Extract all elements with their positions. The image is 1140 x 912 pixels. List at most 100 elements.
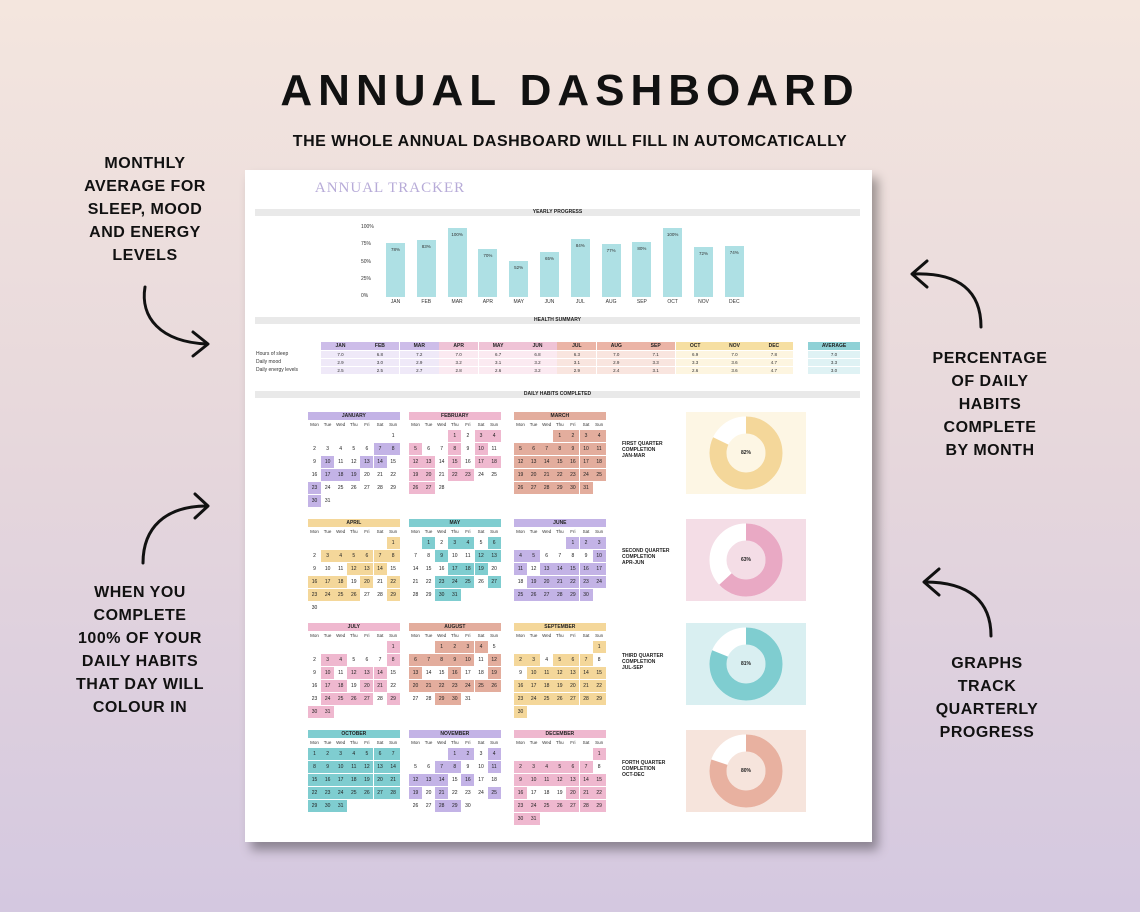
calendar-day: 7 xyxy=(579,761,593,773)
calendar-day: 6 xyxy=(373,748,387,760)
yearly-progress-band: YEARLY PROGRESS xyxy=(255,209,860,216)
calendar-day: 12 xyxy=(514,456,527,468)
calendar-day: 8 xyxy=(435,654,449,666)
calendar-day: 16 xyxy=(448,667,462,679)
weekday-label: Sun xyxy=(490,740,499,745)
calendar-day: 10 xyxy=(334,761,348,773)
summary-cell: 7.0 xyxy=(321,351,360,358)
calendar-day: 7 xyxy=(440,446,444,452)
calendar-day: 28 xyxy=(435,800,449,812)
calendar-day: 22 xyxy=(386,576,400,588)
calendar-day: 13 xyxy=(487,550,501,562)
weekday-label: Sun xyxy=(595,633,604,638)
summary-cell: 3.1 xyxy=(478,359,518,366)
calendar-day: 30 xyxy=(465,803,471,809)
bar xyxy=(724,245,744,297)
donut-percent-label: 81% xyxy=(740,661,751,667)
note-line: AVERAGE FOR xyxy=(84,178,206,195)
calendar-day: 4 xyxy=(347,748,361,760)
weekday-label: Fri xyxy=(570,633,576,638)
calendar-day: 21 xyxy=(438,472,445,478)
calendar-day: 3 xyxy=(448,537,462,549)
calendar-day: 22 xyxy=(308,787,321,799)
calendar-day: 16 xyxy=(579,563,593,575)
q-line: FIRST QUARTER xyxy=(622,441,663,447)
summary-cell: 7.8 xyxy=(754,351,794,358)
calendar-day: 27 xyxy=(422,482,436,494)
weekday-label: Sun xyxy=(389,422,398,427)
summary-cell: 2.5 xyxy=(360,367,400,374)
note-line: MONTHLY xyxy=(104,155,186,172)
calendar-day: 9 xyxy=(321,761,335,773)
calendar-day: 1 xyxy=(592,748,606,760)
calendar-day: 13 xyxy=(566,774,580,786)
weekday-label: Tue xyxy=(323,740,332,745)
calendar-day: 19 xyxy=(409,787,422,799)
note-line: TRACK xyxy=(957,678,1017,695)
calendar-day: 27 xyxy=(425,803,432,809)
weekday-label: Mon xyxy=(516,633,525,638)
calendar-day: 7 xyxy=(414,553,417,559)
calendar-day: 28 xyxy=(412,592,419,598)
calendar-day: 11 xyxy=(514,563,527,575)
calendar-day: 19 xyxy=(553,680,567,692)
calendar-day: 21 xyxy=(422,680,436,692)
calendar-day: 26 xyxy=(347,589,361,601)
weekday-label: Mon xyxy=(310,422,319,427)
weekday-label: Fri xyxy=(364,529,370,534)
calendar-day: 5 xyxy=(347,550,361,562)
calendar-day: 22 xyxy=(435,680,449,692)
summary-cell: 7.2 xyxy=(399,351,439,358)
calendar-day: 12 xyxy=(409,774,422,786)
calendar-day: 16 xyxy=(321,774,335,786)
calendar-day: 10 xyxy=(461,654,475,666)
calendar-day: 30 xyxy=(308,495,321,507)
calendar-day: 23 xyxy=(435,576,449,588)
calendar-day: 5 xyxy=(514,443,527,455)
q3-label: THIRD QUARTER COMPLETION JUL-SEP xyxy=(622,653,663,671)
summary-cell: 2.6 xyxy=(478,367,518,374)
calendar-day: 7 xyxy=(435,761,449,773)
bar xyxy=(509,261,529,297)
calendar-day: 17 xyxy=(592,563,606,575)
weekday-label: Wed xyxy=(542,740,552,745)
summary-cell: 3.0 xyxy=(360,359,400,366)
summary-cell: 2.9 xyxy=(399,359,439,366)
summary-cell: 2.8 xyxy=(439,367,479,374)
bar-value-label: 100% xyxy=(451,232,463,237)
calendar-day: 25 xyxy=(337,485,344,491)
summary-cell: 2.9 xyxy=(321,359,360,366)
calendar-day: 3 xyxy=(334,748,348,760)
calendar-day: 18 xyxy=(487,456,501,468)
weekday-label: Sun xyxy=(595,422,604,427)
calendar-day: 9 xyxy=(435,550,449,562)
calendar-day: 7 xyxy=(373,550,387,562)
calendar-day: 23 xyxy=(579,576,593,588)
weekday-label: Thu xyxy=(555,529,564,534)
calendar-day: 9 xyxy=(313,566,316,572)
calendar-day: 23 xyxy=(514,693,527,705)
calendar-day: 26 xyxy=(360,787,374,799)
bar-value-label: 74% xyxy=(729,249,739,255)
calendar-day: 3 xyxy=(321,654,335,666)
calendar-day: 6 xyxy=(365,657,369,663)
calendar-day: 7 xyxy=(558,553,562,559)
x-tick-label: OCT xyxy=(667,299,678,305)
weekday-label: Thu xyxy=(349,529,358,534)
average-header: AVERAGE xyxy=(808,342,860,350)
y-tick-label: 100% xyxy=(361,224,374,230)
calendar-day: 6 xyxy=(360,550,374,562)
calendar-day: 9 xyxy=(566,443,580,455)
month-header: APR xyxy=(439,342,479,350)
summary-cell: 7.0 xyxy=(439,351,479,358)
calendar-day: 17 xyxy=(527,680,541,692)
weekday-label: Sat xyxy=(477,529,485,534)
calendar-day: 13 xyxy=(422,774,436,786)
calendar-day: 14 xyxy=(386,761,400,773)
donut-arc xyxy=(709,523,783,597)
weekday-label: Tue xyxy=(529,740,538,745)
calendar-day: 1 xyxy=(422,537,436,549)
calendar-day: 10 xyxy=(592,550,606,562)
calendar-day: 27 xyxy=(527,482,541,494)
month-header: DEC xyxy=(754,342,794,350)
